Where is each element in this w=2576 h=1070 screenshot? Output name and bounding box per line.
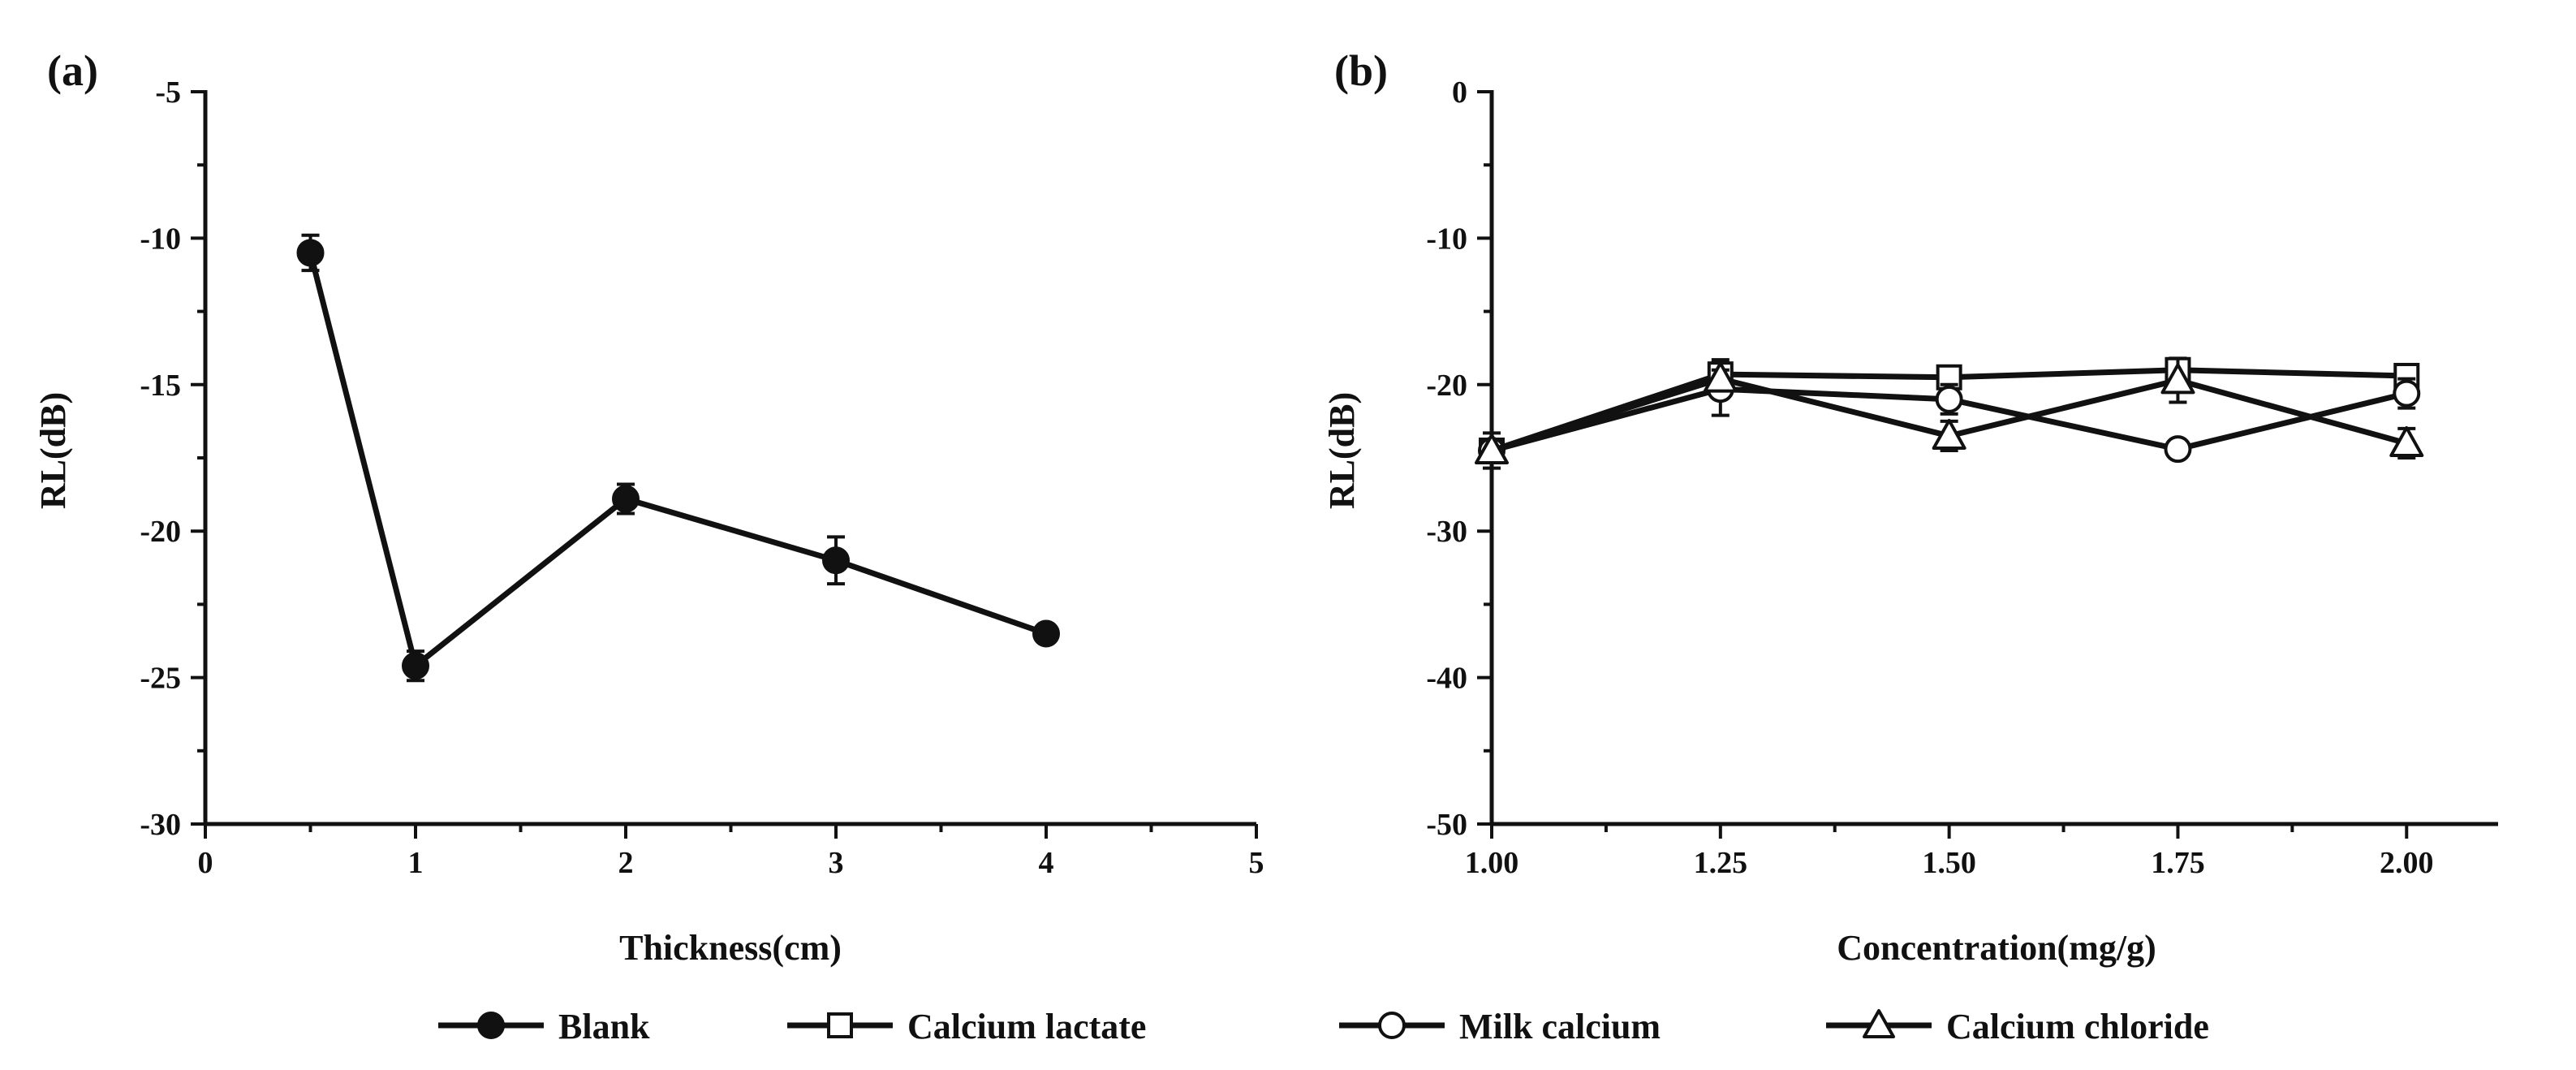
panel-b-ytick-label: -50 bbox=[1426, 808, 1467, 842]
data-point-blank bbox=[296, 239, 325, 267]
panel-b-ytick-label: 0 bbox=[1452, 76, 1467, 110]
panel-b-xtick-label: 1.50 bbox=[1922, 846, 1976, 880]
legend-item-milk-calcium: Milk calcium bbox=[1339, 1007, 1661, 1046]
legend-item-calcium-chloride: Calcium chloride bbox=[1826, 1007, 2209, 1046]
panel-a-ylabel: RL(dB) bbox=[33, 392, 73, 509]
panel-a-xtick-label: 1 bbox=[408, 846, 424, 880]
panel-b-xtick-label: 1.25 bbox=[1694, 846, 1748, 880]
panel-b-ytick-label: -30 bbox=[1426, 515, 1467, 549]
panel-a-xtick-label: 2 bbox=[618, 846, 634, 880]
data-point-blank bbox=[612, 485, 640, 513]
data-point-calcium-chloride bbox=[2389, 425, 2424, 457]
data-point-milk-calcium bbox=[2393, 379, 2421, 408]
panel-a-chart: (a) RL(dB) Thickness(cm) -30 -25 -20 -15 -10… bbox=[33, 46, 1264, 968]
panel-b-xtick-label: 1.00 bbox=[1465, 846, 1519, 880]
data-point-calcium-chloride bbox=[1703, 361, 1738, 393]
panel-b-ylabel: RL(dB) bbox=[1322, 392, 1362, 509]
panel-b-ytick-label: -40 bbox=[1426, 662, 1467, 696]
panel-a-label: (a) bbox=[47, 46, 98, 95]
panel-a-xtick-label: 5 bbox=[1249, 846, 1264, 880]
panel-a-xlabel: Thickness(cm) bbox=[619, 928, 842, 968]
panel-a-ytick-label: -20 bbox=[140, 515, 181, 549]
panel-a-xtick-label: 4 bbox=[1039, 846, 1054, 880]
legend-marker-milk-calcium bbox=[1378, 1012, 1406, 1039]
legend-label-milk-calcium: Milk calcium bbox=[1459, 1007, 1661, 1046]
data-point-blank bbox=[1032, 619, 1060, 648]
panel-b-xtick-label: 1.75 bbox=[2151, 846, 2205, 880]
panel-a-ytick-label: -10 bbox=[140, 222, 181, 256]
data-point-milk-calcium bbox=[2164, 435, 2192, 464]
legend-marker-calcium-chloride bbox=[1863, 1009, 1895, 1038]
data-point-calcium-chloride bbox=[1475, 433, 1509, 464]
legend: Blank Calcium lactate Milk calcium Calci… bbox=[438, 1007, 2209, 1046]
data-point-calcium-chloride bbox=[1932, 418, 1966, 450]
panel-b-xtick-label: 2.00 bbox=[2380, 846, 2434, 880]
legend-label-calcium-chloride: Calcium chloride bbox=[1946, 1007, 2209, 1046]
legend-label-calcium-lactate: Calcium lactate bbox=[907, 1007, 1146, 1046]
panel-a-xtick-label: 0 bbox=[198, 846, 213, 880]
data-point-blank bbox=[402, 652, 429, 680]
panel-b-ytick-label: -10 bbox=[1426, 222, 1467, 256]
panel-a-ytick-label: -25 bbox=[140, 662, 181, 696]
panel-b-ytick-label: -20 bbox=[1426, 369, 1467, 403]
panel-a-ytick-label: -30 bbox=[140, 808, 181, 842]
legend-marker-blank bbox=[477, 1012, 505, 1039]
panel-a-xtick-label: 3 bbox=[829, 846, 844, 880]
series-line-blank bbox=[308, 252, 1048, 669]
panel-b-label: (b) bbox=[1334, 46, 1388, 95]
legend-item-calcium-lactate: Calcium lactate bbox=[787, 1007, 1146, 1046]
legend-item-blank: Blank bbox=[438, 1007, 650, 1046]
panel-b-xlabel: Concentration(mg/g) bbox=[1837, 928, 2156, 968]
data-point-milk-calcium bbox=[1935, 385, 1963, 413]
panel-b-chart: (b) RL(dB) Concentration(mg/g) -50 -40 -30… bbox=[1322, 46, 2498, 968]
data-point-calcium-chloride bbox=[2160, 363, 2195, 395]
legend-label-blank: Blank bbox=[558, 1007, 650, 1046]
data-point-blank bbox=[822, 546, 850, 575]
panel-a-ytick-label: -5 bbox=[155, 76, 181, 110]
legend-marker-calcium-lactate bbox=[827, 1012, 853, 1038]
panel-a-ytick-label: -15 bbox=[140, 369, 181, 403]
